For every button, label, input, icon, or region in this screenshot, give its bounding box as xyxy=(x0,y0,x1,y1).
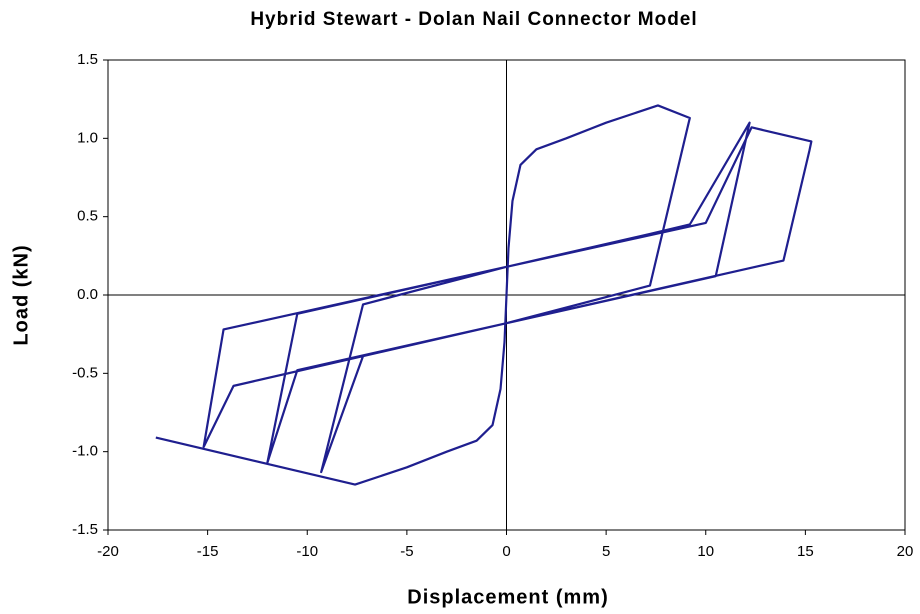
x-tick-label: -5 xyxy=(400,543,413,560)
y-tick-label: 0.0 xyxy=(77,286,98,303)
x-tick-label: -10 xyxy=(296,543,318,560)
x-tick-label: -20 xyxy=(97,543,119,560)
y-tick-label: -1.5 xyxy=(72,521,98,538)
x-tick-label: -15 xyxy=(197,543,219,560)
chart-title: Hybrid Stewart - Dolan Nail Connector Mo… xyxy=(250,9,697,30)
x-axis-label: Displacement (mm) xyxy=(407,586,609,608)
y-tick-label: 1.5 xyxy=(77,51,98,68)
x-tick-label: 15 xyxy=(797,543,814,560)
x-tick-label: 20 xyxy=(897,543,914,560)
x-tick-label: 0 xyxy=(502,543,510,560)
y-tick-label: 0.5 xyxy=(77,208,98,225)
y-axis-label: Load (kN) xyxy=(10,244,32,345)
y-tick-label: -0.5 xyxy=(72,364,98,381)
y-tick-label: -1.0 xyxy=(72,443,98,460)
data-line xyxy=(155,104,813,486)
x-tick-label: 10 xyxy=(697,543,714,560)
y-tick-label: 1.0 xyxy=(77,129,98,146)
x-tick-label: 5 xyxy=(602,543,610,560)
